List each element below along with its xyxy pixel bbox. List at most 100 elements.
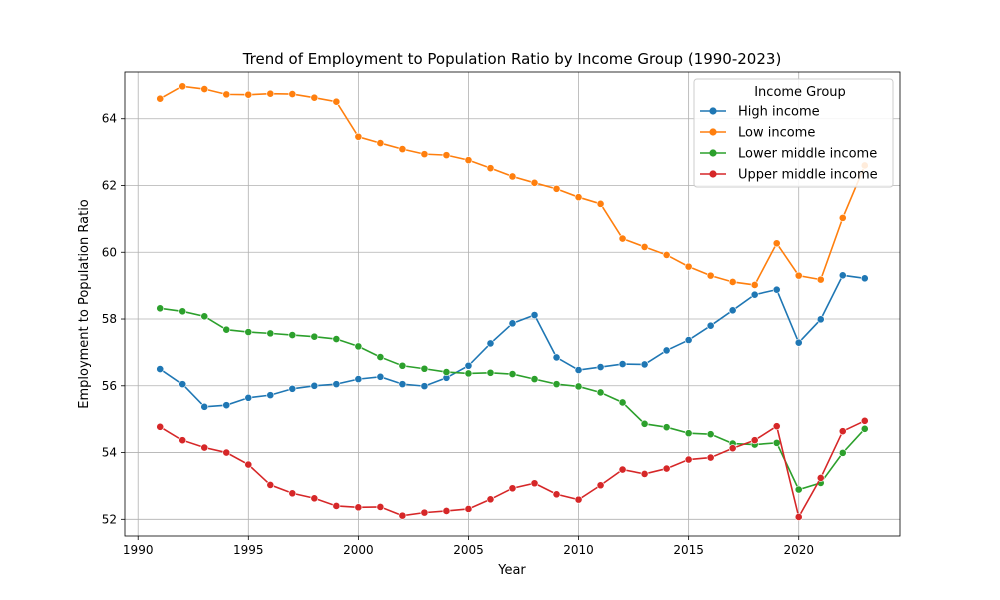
x-tick-label: 1995 xyxy=(233,543,264,557)
data-point-upper-middle-income xyxy=(222,448,231,457)
data-point-high-income xyxy=(398,380,407,389)
y-tick-label: 58 xyxy=(102,312,117,326)
data-point-high-income xyxy=(508,319,517,328)
data-point-lower-middle-income xyxy=(244,328,253,336)
data-point-lower-middle-income xyxy=(354,342,363,351)
data-point-upper-middle-income xyxy=(376,503,385,511)
data-point-lower-middle-income xyxy=(442,368,451,376)
data-point-high-income xyxy=(464,361,473,370)
legend-item-low-income: Low income xyxy=(700,126,815,141)
y-tick-label: 62 xyxy=(102,178,117,192)
data-point-high-income xyxy=(706,321,715,330)
data-point-upper-middle-income xyxy=(816,474,825,482)
data-point-low-income xyxy=(794,271,803,280)
data-point-low-income xyxy=(464,156,473,165)
data-point-low-income xyxy=(728,278,737,286)
data-point-upper-middle-income xyxy=(354,503,363,512)
data-point-upper-middle-income xyxy=(552,490,561,499)
data-point-high-income xyxy=(574,366,583,374)
data-point-lower-middle-income xyxy=(552,380,561,389)
y-axis-label: Employment to Population Ratio xyxy=(77,199,92,409)
legend-item-upper-middle-income: Upper middle income xyxy=(700,168,878,183)
series-low-income xyxy=(156,82,869,289)
x-tick-label: 1990 xyxy=(123,543,154,557)
grid xyxy=(125,72,900,536)
data-point-low-income xyxy=(750,281,759,289)
data-point-low-income xyxy=(838,213,847,222)
data-point-lower-middle-income xyxy=(486,368,495,377)
data-point-upper-middle-income xyxy=(640,470,649,478)
data-point-high-income xyxy=(486,339,495,348)
y-tick-label: 60 xyxy=(102,245,117,259)
data-point-upper-middle-income xyxy=(310,494,319,503)
data-point-upper-middle-income xyxy=(706,453,715,462)
data-point-low-income xyxy=(530,178,539,187)
data-point-lower-middle-income xyxy=(596,388,605,397)
data-point-upper-middle-income xyxy=(420,508,429,517)
data-point-high-income xyxy=(156,365,165,373)
data-point-low-income xyxy=(486,164,495,173)
data-point-upper-middle-income xyxy=(860,416,869,425)
legend: Income Group High income Low income Lower … xyxy=(693,78,894,188)
data-point-low-income xyxy=(684,262,693,271)
legend-swatch-marker xyxy=(709,128,717,136)
data-point-low-income xyxy=(376,139,385,148)
data-point-lower-middle-income xyxy=(508,370,517,379)
data-point-low-income xyxy=(442,151,451,160)
x-tick-label: 2020 xyxy=(783,543,814,557)
chart-title: Trend of Employment to Population Ratio … xyxy=(242,50,782,68)
data-point-low-income xyxy=(156,94,165,103)
data-point-high-income xyxy=(552,353,561,362)
data-point-high-income xyxy=(728,306,737,315)
data-point-high-income xyxy=(354,375,363,384)
data-point-upper-middle-income xyxy=(332,502,341,510)
x-axis-label: Year xyxy=(497,563,526,578)
data-point-upper-middle-income xyxy=(244,460,253,469)
data-point-lower-middle-income xyxy=(376,353,385,361)
data-point-lower-middle-income xyxy=(420,364,429,373)
data-point-high-income xyxy=(222,401,231,410)
data-point-upper-middle-income xyxy=(442,507,451,515)
data-point-upper-middle-income xyxy=(398,511,407,520)
x-tick-label: 2005 xyxy=(453,543,484,557)
data-point-lower-middle-income xyxy=(332,335,341,343)
data-point-low-income xyxy=(398,145,407,154)
data-point-upper-middle-income xyxy=(266,481,275,489)
data-point-lower-middle-income xyxy=(838,448,847,457)
data-point-lower-middle-income xyxy=(794,485,803,494)
x-tick-label: 2010 xyxy=(563,543,594,557)
data-point-high-income xyxy=(530,311,539,319)
legend-title: Income Group xyxy=(754,85,846,100)
data-point-low-income xyxy=(332,97,341,106)
data-point-lower-middle-income xyxy=(156,304,165,313)
data-point-lower-middle-income xyxy=(662,423,671,432)
data-point-high-income xyxy=(860,274,869,283)
y-tick-label: 54 xyxy=(102,446,117,460)
data-point-low-income xyxy=(662,251,671,259)
data-point-upper-middle-income xyxy=(728,444,737,453)
data-point-high-income xyxy=(266,391,275,400)
series-lower-middle-income xyxy=(156,304,869,494)
data-point-lower-middle-income xyxy=(222,325,231,334)
data-point-high-income xyxy=(244,393,253,402)
data-point-upper-middle-income xyxy=(200,443,209,452)
data-point-low-income xyxy=(354,132,363,141)
data-point-low-income xyxy=(706,271,715,280)
data-point-low-income xyxy=(310,93,319,102)
axis-ticks: 1990 1995 2000 2005 2010 2015 2020 52 54 56 58 60 62… xyxy=(102,112,814,557)
data-point-upper-middle-income xyxy=(156,422,165,431)
x-tick-label: 2015 xyxy=(673,543,704,557)
data-point-high-income xyxy=(288,384,297,393)
data-point-lower-middle-income xyxy=(266,329,275,338)
data-point-lower-middle-income xyxy=(706,430,715,439)
data-point-high-income xyxy=(420,382,429,391)
data-point-high-income xyxy=(178,380,187,389)
data-point-upper-middle-income xyxy=(662,464,671,473)
data-point-low-income xyxy=(816,275,825,284)
legend-item-lower-middle-income: Lower middle income xyxy=(700,147,877,162)
legend-items: High income Low income Lower middle income… xyxy=(700,105,878,183)
data-point-upper-middle-income xyxy=(508,484,517,493)
data-point-upper-middle-income xyxy=(838,427,847,436)
data-point-lower-middle-income xyxy=(772,438,781,447)
